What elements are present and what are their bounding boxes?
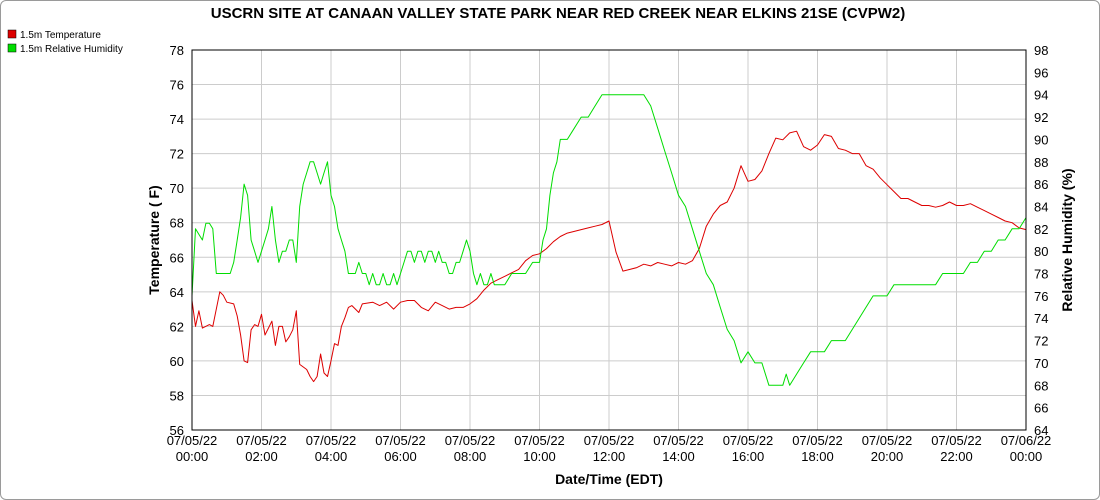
y-left-tick-label: 58 — [170, 388, 184, 403]
x-tick-label-date: 07/06/22 — [1001, 433, 1052, 448]
x-tick-label-time: 08:00 — [454, 449, 487, 464]
tick-labels: 07/05/2200:0007/05/2202:0007/05/2204:000… — [167, 43, 1052, 464]
y-left-tick-label: 76 — [170, 78, 184, 93]
y-right-tick-label: 74 — [1034, 311, 1048, 326]
legend-label-humidity: 1.5m Relative Humidity — [20, 44, 123, 55]
x-tick-label-time: 20:00 — [871, 449, 904, 464]
y-left-tick-label: 78 — [170, 43, 184, 58]
x-tick-label-date: 07/05/22 — [792, 433, 843, 448]
y-right-tick-label: 68 — [1034, 378, 1048, 393]
y-left-tick-label: 72 — [170, 147, 184, 162]
x-tick-label-date: 07/05/22 — [236, 433, 287, 448]
legend-swatch-humidity — [7, 43, 17, 53]
y-left-tick-label: 60 — [170, 354, 184, 369]
x-tick-label-date: 07/05/22 — [306, 433, 357, 448]
y-right-tick-label: 84 — [1034, 199, 1048, 214]
y-right-tick-label: 94 — [1034, 88, 1048, 103]
x-tick-label-time: 00:00 — [1010, 449, 1043, 464]
x-tick-label-time: 06:00 — [384, 449, 417, 464]
y-right-tick-label: 82 — [1034, 222, 1048, 237]
x-tick-label-time: 02:00 — [245, 449, 278, 464]
y-axis-label-left: Temperature ( F) — [146, 185, 162, 294]
y-right-tick-label: 96 — [1034, 65, 1048, 80]
x-tick-label-time: 18:00 — [801, 449, 834, 464]
y-right-tick-label: 80 — [1034, 244, 1048, 259]
y-left-tick-label: 70 — [170, 181, 184, 196]
y-left-tick-label: 68 — [170, 216, 184, 231]
chart-title: USCRN SITE AT CANAAN VALLEY STATE PARK N… — [211, 5, 906, 22]
x-tick-label-date: 07/05/22 — [514, 433, 565, 448]
x-tick-label-time: 16:00 — [732, 449, 765, 464]
y-right-tick-label: 86 — [1034, 177, 1048, 192]
legend: 1.5m Temperature 1.5m Relative Humidity — [7, 29, 123, 55]
x-tick-label-time: 10:00 — [523, 449, 556, 464]
y-left-tick-label: 56 — [170, 423, 184, 438]
y-right-tick-label: 90 — [1034, 132, 1048, 147]
y-left-tick-label: 66 — [170, 250, 184, 265]
x-tick-label-time: 04:00 — [315, 449, 348, 464]
x-tick-label-date: 07/05/22 — [167, 433, 218, 448]
grid — [191, 49, 1027, 431]
y-axis-label-right: Relative Humidity (%) — [1059, 168, 1075, 311]
series-line-humidity — [191, 94, 1027, 386]
x-tick-label-date: 07/05/22 — [375, 433, 426, 448]
legend-label-temperature: 1.5m Temperature — [20, 30, 101, 41]
x-tick-label-time: 00:00 — [176, 449, 209, 464]
y-right-tick-label: 70 — [1034, 356, 1048, 371]
series-layer — [191, 94, 1027, 386]
legend-swatch-temperature — [7, 29, 17, 39]
x-tick-label-time: 12:00 — [593, 449, 626, 464]
y-right-tick-label: 98 — [1034, 43, 1048, 58]
y-right-tick-label: 66 — [1034, 401, 1048, 416]
x-tick-label-time: 22:00 — [940, 449, 973, 464]
y-left-tick-label: 64 — [170, 285, 184, 300]
x-tick-label-date: 07/05/22 — [723, 433, 774, 448]
y-right-tick-label: 78 — [1034, 267, 1048, 282]
y-right-tick-label: 76 — [1034, 289, 1048, 304]
x-tick-label-date: 07/05/22 — [653, 433, 704, 448]
y-right-tick-label: 92 — [1034, 110, 1048, 125]
y-right-tick-label: 72 — [1034, 334, 1048, 349]
plot-border — [191, 49, 1027, 431]
x-tick-label-date: 07/05/22 — [584, 433, 635, 448]
x-tick-label-date: 07/05/22 — [862, 433, 913, 448]
x-tick-label-time: 14:00 — [662, 449, 695, 464]
x-tick-label-date: 07/05/22 — [445, 433, 496, 448]
x-tick-label-date: 07/05/22 — [931, 433, 982, 448]
y-left-tick-label: 62 — [170, 319, 184, 334]
y-right-tick-label: 88 — [1034, 155, 1048, 170]
y-left-tick-label: 74 — [170, 112, 184, 127]
y-right-tick-label: 64 — [1034, 423, 1048, 438]
series-line-temperature — [191, 130, 1027, 383]
x-axis-label: Date/Time (EDT) — [555, 471, 663, 487]
